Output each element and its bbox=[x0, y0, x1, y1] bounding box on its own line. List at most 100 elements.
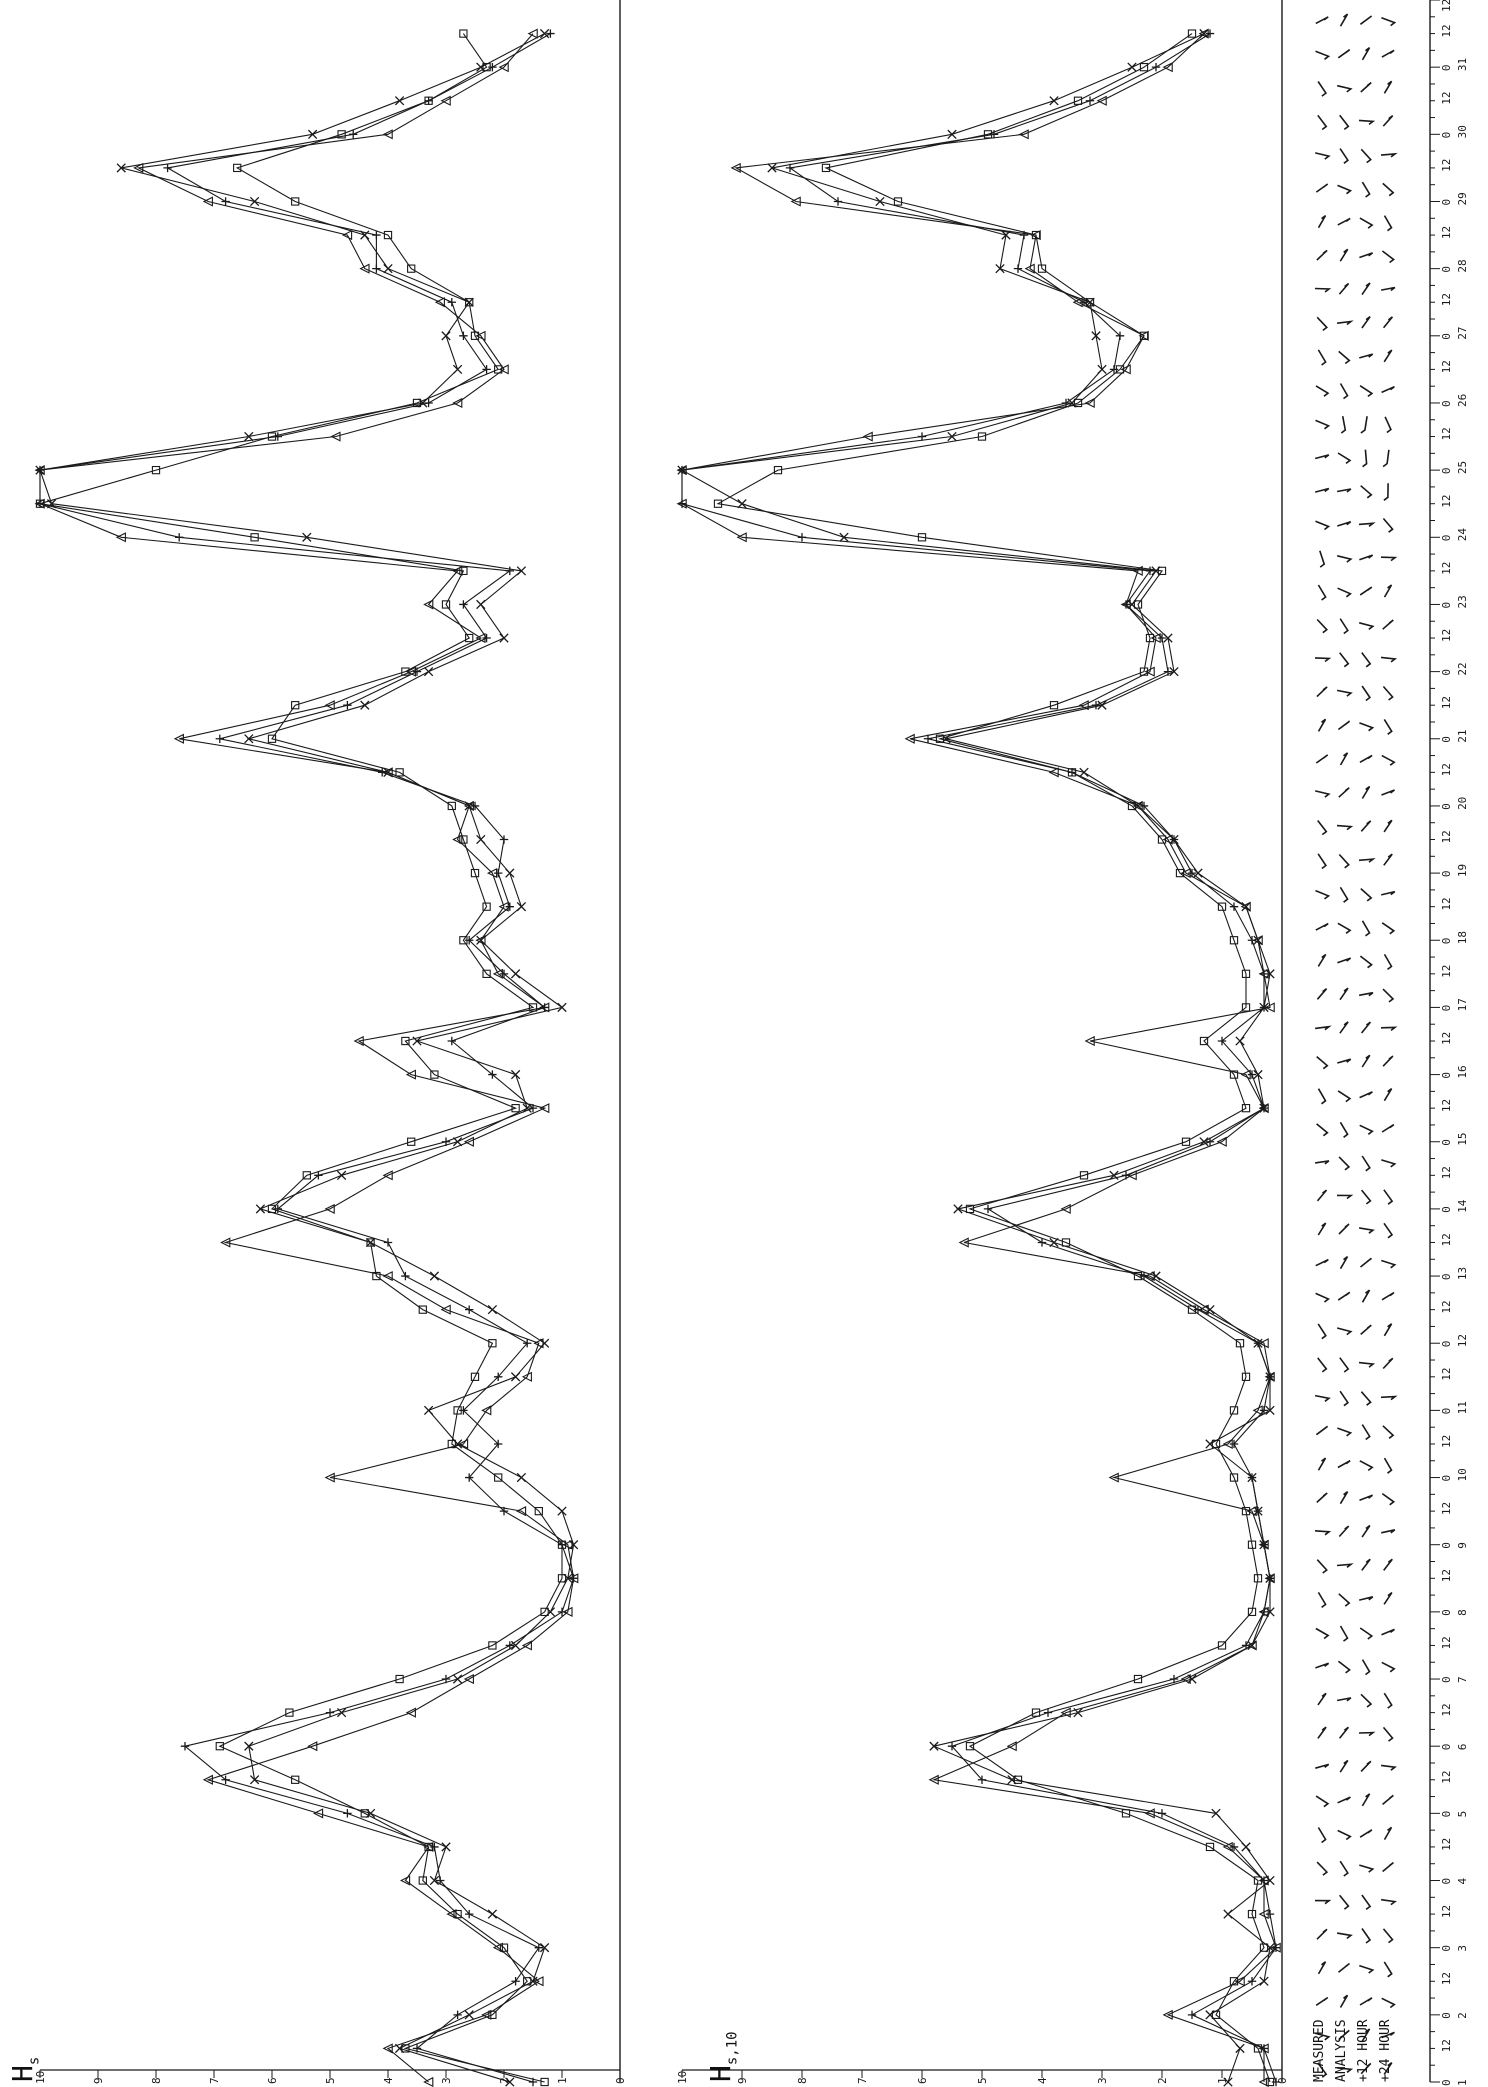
data-point-triangle bbox=[492, 1942, 503, 1953]
value-tick-label: 2 bbox=[1156, 2077, 1169, 2084]
data-point-square bbox=[1133, 600, 1143, 609]
wind-arrow-triangle bbox=[1337, 49, 1351, 59]
wind-arrow-cross bbox=[1315, 16, 1329, 25]
wind-arrow-cross bbox=[1316, 249, 1328, 261]
data-point-square bbox=[1013, 1775, 1023, 1784]
data-point-plus bbox=[1205, 29, 1215, 38]
data-point-cross bbox=[1109, 1170, 1119, 1180]
wind-arrow-plus bbox=[1359, 1829, 1373, 1838]
data-point-cross bbox=[423, 666, 434, 677]
data-point-cross bbox=[1205, 1304, 1215, 1315]
hour-label: 0 bbox=[1440, 1408, 1453, 1415]
wind-arrow-cross bbox=[1315, 1627, 1330, 1640]
hour-label: 0 bbox=[1440, 736, 1453, 743]
wind-arrow-triangle bbox=[1337, 555, 1353, 563]
hour-label: 0 bbox=[1440, 1273, 1453, 1280]
legend-analysis: ANALYSIS bbox=[1334, 2019, 1349, 2082]
data-point-triangle bbox=[1162, 2009, 1173, 2020]
wind-arrow-cross bbox=[1317, 1692, 1327, 1706]
wind-arrow-triangle bbox=[1337, 84, 1353, 93]
data-point-plus bbox=[917, 432, 927, 441]
data-point-triangle bbox=[324, 1472, 335, 1483]
wind-arrow-cross bbox=[1316, 1492, 1328, 1503]
wind-arrow-triangle bbox=[1336, 1327, 1353, 1336]
data-point-triangle bbox=[382, 1270, 393, 1282]
wind-arrow-triangle bbox=[1337, 184, 1353, 195]
data-point-square bbox=[1211, 2010, 1221, 2019]
data-point-square bbox=[893, 197, 903, 206]
data-point-square bbox=[418, 1876, 427, 1885]
wind-arrow-plus bbox=[1359, 1596, 1374, 1601]
data-point-triangle bbox=[1252, 935, 1263, 946]
data-point-square bbox=[482, 902, 491, 911]
wind-arrow-square bbox=[1382, 115, 1394, 127]
data-point-plus bbox=[785, 163, 795, 173]
wind-arrow-square bbox=[1383, 80, 1393, 94]
wind-arrow-plus bbox=[1359, 754, 1373, 763]
data-point-cross bbox=[452, 364, 463, 375]
day-label: 28 bbox=[1456, 259, 1469, 272]
data-point-square bbox=[540, 2077, 549, 2087]
data-point-square bbox=[821, 163, 831, 173]
data-point-triangle bbox=[440, 95, 451, 106]
wind-arrow-triangle bbox=[1338, 1156, 1351, 1171]
wind-arrow-square bbox=[1383, 1222, 1394, 1239]
data-point-plus bbox=[1061, 398, 1071, 408]
value-tick-label: 4 bbox=[382, 2077, 395, 2084]
data-point-plus bbox=[180, 1741, 190, 1751]
data-point-square bbox=[291, 1775, 300, 1784]
day-label: 29 bbox=[1456, 192, 1469, 205]
wind-arrow-plus bbox=[1358, 1361, 1376, 1368]
data-point-cross bbox=[476, 62, 486, 72]
wind-arrow-triangle bbox=[1339, 1625, 1349, 1642]
data-point-plus bbox=[523, 1339, 532, 1348]
wind-arrow-cross bbox=[1314, 1530, 1332, 1536]
data-point-square bbox=[1265, 2077, 1275, 2087]
data-point-cross bbox=[423, 1405, 434, 1416]
wind-arrow-triangle bbox=[1337, 520, 1352, 527]
wind-arrow-cross bbox=[1314, 287, 1332, 293]
data-point-cross bbox=[1097, 364, 1107, 375]
data-point-plus bbox=[1139, 801, 1149, 811]
wind-arrow-plus bbox=[1361, 685, 1371, 702]
data-point-triangle bbox=[405, 1069, 416, 1080]
data-point-triangle bbox=[220, 1237, 231, 1248]
wind-arrow-square bbox=[1381, 1661, 1396, 1673]
wind-arrow-square bbox=[1383, 718, 1393, 735]
data-point-square bbox=[557, 1540, 567, 1549]
wind-arrow-plus bbox=[1360, 485, 1373, 499]
wind-arrow-triangle bbox=[1339, 752, 1349, 766]
wind-arrow-triangle bbox=[1339, 1491, 1349, 1505]
wind-arrow-square bbox=[1381, 16, 1397, 27]
data-point-cross bbox=[1163, 633, 1173, 643]
data-point-square bbox=[965, 1742, 975, 1751]
data-point-square bbox=[499, 1943, 509, 1952]
hour-label: 12 bbox=[1440, 629, 1453, 642]
wind-arrow-cross bbox=[1315, 1763, 1330, 1769]
wind-arrow-triangle bbox=[1340, 416, 1347, 434]
data-point-cross bbox=[441, 331, 451, 341]
data-point-square bbox=[917, 533, 927, 542]
day-label: 15 bbox=[1456, 1132, 1469, 1145]
data-point-square bbox=[470, 1372, 480, 1381]
data-point-plus bbox=[372, 264, 381, 273]
wind-arrow-cross bbox=[1315, 1425, 1329, 1436]
wind-arrow-plus bbox=[1358, 622, 1375, 631]
wind-arrow-cross bbox=[1315, 520, 1331, 531]
data-point-cross bbox=[510, 1069, 521, 1080]
data-point-triangle bbox=[1084, 397, 1095, 409]
data-point-plus bbox=[569, 1574, 578, 1583]
wind-arrow-square bbox=[1380, 152, 1398, 158]
data-point-cross bbox=[505, 2077, 515, 2087]
data-point-triangle bbox=[521, 1371, 532, 1382]
data-point-square bbox=[453, 1909, 462, 1919]
data-point-square bbox=[1217, 1641, 1227, 1650]
data-point-square bbox=[291, 197, 300, 206]
data-point-cross bbox=[545, 1607, 556, 1617]
data-point-cross bbox=[995, 263, 1005, 274]
data-point-plus bbox=[35, 465, 45, 475]
data-point-plus bbox=[1229, 1842, 1239, 1852]
data-point-plus bbox=[273, 1204, 282, 1214]
wind-arrow-triangle bbox=[1336, 1932, 1353, 1940]
wind-arrow-square bbox=[1383, 1961, 1393, 1978]
